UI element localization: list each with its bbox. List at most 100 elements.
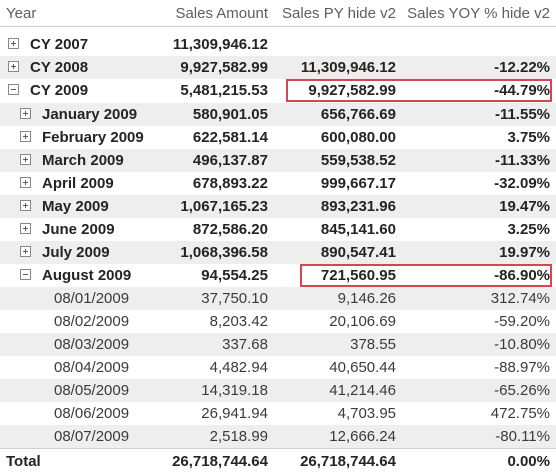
sales-py-cell: 378.55 xyxy=(350,336,396,353)
header-sales-py[interactable]: Sales PY hide v2 xyxy=(282,4,396,22)
sales-amount-cell: 94,554.25 xyxy=(201,267,268,284)
row-label: 08/02/2009 xyxy=(54,313,130,330)
sales-py-cell: 12,666.24 xyxy=(329,428,396,445)
sales-py-cell: 4,703.95 xyxy=(337,405,396,422)
sales-yoy-cell: 19.47% xyxy=(499,198,550,215)
row-label: 08/04/2009 xyxy=(54,359,130,376)
sales-amount-cell: 4,482.94 xyxy=(209,359,268,376)
table-row: CY 2007 11,309,946.12 xyxy=(0,33,556,56)
sales-yoy-cell: -32.09% xyxy=(494,175,550,192)
sales-yoy-cell: 312.74% xyxy=(490,290,550,307)
row-label: 08/05/2009 xyxy=(54,382,130,399)
table-row: April 2009 678,893.22 999,667.17 -32.09% xyxy=(0,172,556,195)
sales-py-cell: 845,141.60 xyxy=(320,221,396,238)
sales-amount-cell: 1,067,165.23 xyxy=(180,198,268,215)
row-label: July 2009 xyxy=(42,244,110,261)
sales-yoy-cell: 472.75% xyxy=(490,405,550,422)
expand-plus-icon[interactable] xyxy=(20,154,31,165)
sales-py-cell: 656,766.69 xyxy=(320,106,396,123)
table-row: 08/06/2009 26,941.94 4,703.95 472.75% xyxy=(0,402,556,425)
sales-py-cell: 600,080.00 xyxy=(320,129,396,146)
sales-amount-cell: 580,901.05 xyxy=(192,106,268,123)
row-label: 08/01/2009 xyxy=(54,290,130,307)
table-row: CY 2008 9,927,582.99 11,309,946.12 -12.2… xyxy=(0,56,556,79)
table-row: 08/02/2009 8,203.42 20,106.69 -59.20% xyxy=(0,310,556,333)
sales-yoy-cell: -59.20% xyxy=(494,313,550,330)
collapse-minus-icon[interactable] xyxy=(8,84,19,95)
table-row: June 2009 872,586.20 845,141.60 3.25% xyxy=(0,218,556,241)
sales-amount-cell: 37,750.10 xyxy=(201,290,268,307)
header-sales-yoy[interactable]: Sales YOY % hide v2 xyxy=(407,4,550,22)
total-sales-py: 26,718,744.64 xyxy=(300,452,396,470)
header-year[interactable]: Year xyxy=(6,4,37,22)
sales-yoy-cell: 3.25% xyxy=(507,221,550,238)
sales-amount-cell: 9,927,582.99 xyxy=(180,59,268,76)
expand-plus-icon[interactable] xyxy=(20,223,31,234)
row-label: January 2009 xyxy=(42,106,138,123)
table-row: May 2009 1,067,165.23 893,231.96 19.47% xyxy=(0,195,556,218)
expand-plus-icon[interactable] xyxy=(20,108,31,119)
row-label: February 2009 xyxy=(42,129,144,146)
row-label: 08/07/2009 xyxy=(54,428,130,445)
sales-amount-cell: 14,319.18 xyxy=(201,382,268,399)
sales-py-cell: 11,309,946.12 xyxy=(300,59,396,76)
sales-yoy-cell: 3.75% xyxy=(507,129,550,146)
sales-py-cell: 20,106.69 xyxy=(329,313,396,330)
sales-yoy-cell: -12.22% xyxy=(494,59,550,76)
sales-py-cell: 890,547.41 xyxy=(320,244,396,261)
total-sales-amount: 26,718,744.64 xyxy=(172,452,268,470)
sales-yoy-cell: 19.97% xyxy=(499,244,550,261)
row-label: March 2009 xyxy=(42,152,124,169)
total-sales-yoy: 0.00% xyxy=(507,452,550,470)
sales-amount-cell: 1,068,396.58 xyxy=(180,244,268,261)
table-row: January 2009 580,901.05 656,766.69 -11.5… xyxy=(0,103,556,126)
sales-amount-cell: 622,581.14 xyxy=(192,129,268,146)
expand-plus-icon[interactable] xyxy=(20,131,31,142)
sales-amount-cell: 2,518.99 xyxy=(209,428,268,445)
expand-plus-icon[interactable] xyxy=(20,200,31,211)
row-label: April 2009 xyxy=(42,175,114,192)
sales-amount-cell: 337.68 xyxy=(222,336,268,353)
sales-amount-cell: 8,203.42 xyxy=(209,313,268,330)
row-label: 08/03/2009 xyxy=(54,336,130,353)
sales-py-cell: 41,214.46 xyxy=(329,382,396,399)
table-row: 08/07/2009 2,518.99 12,666.24 -80.11% xyxy=(0,425,556,448)
row-label: CY 2008 xyxy=(30,59,89,76)
table-row: 08/03/2009 337.68 378.55 -10.80% xyxy=(0,333,556,356)
sales-py-cell: 40,650.44 xyxy=(329,359,396,376)
sales-amount-cell: 11,309,946.12 xyxy=(172,36,268,53)
row-label: CY 2009 xyxy=(30,82,89,99)
sales-py-cell: 9,927,582.99 xyxy=(308,82,396,99)
header-row: Year Sales Amount Sales PY hide v2 Sales… xyxy=(0,0,556,27)
header-sales-amount[interactable]: Sales Amount xyxy=(175,4,268,22)
sales-amount-cell: 26,941.94 xyxy=(201,405,268,422)
sales-yoy-cell: -10.80% xyxy=(494,336,550,353)
sales-py-cell: 893,231.96 xyxy=(320,198,396,215)
row-label: 08/06/2009 xyxy=(54,405,130,422)
sales-py-cell: 9,146.26 xyxy=(337,290,396,307)
sales-yoy-cell: -65.26% xyxy=(494,382,550,399)
table-row: 08/01/2009 37,750.10 9,146.26 312.74% xyxy=(0,287,556,310)
sales-yoy-cell: -80.11% xyxy=(495,428,550,445)
table-row: 08/04/2009 4,482.94 40,650.44 -88.97% xyxy=(0,356,556,379)
sales-py-cell: 559,538.52 xyxy=(320,152,396,169)
sales-py-cell: 999,667.17 xyxy=(320,175,396,192)
collapse-minus-icon[interactable] xyxy=(20,269,31,280)
expand-plus-icon[interactable] xyxy=(8,38,19,49)
expand-plus-icon[interactable] xyxy=(8,61,19,72)
table-row: March 2009 496,137.87 559,538.52 -11.33% xyxy=(0,149,556,172)
row-label: June 2009 xyxy=(42,221,115,238)
table-row: August 2009 94,554.25 721,560.95 -86.90% xyxy=(0,264,556,287)
table-row: February 2009 622,581.14 600,080.00 3.75… xyxy=(0,126,556,149)
sales-yoy-cell: -11.33% xyxy=(494,152,550,169)
sales-yoy-cell: -86.90% xyxy=(494,267,550,284)
table-row: CY 2009 5,481,215.53 9,927,582.99 -44.79… xyxy=(0,79,556,102)
sales-yoy-cell: -88.97% xyxy=(494,359,550,376)
expand-plus-icon[interactable] xyxy=(20,177,31,188)
row-label: August 2009 xyxy=(42,267,132,284)
sales-amount-cell: 496,137.87 xyxy=(192,152,268,169)
expand-plus-icon[interactable] xyxy=(20,246,31,257)
total-label: Total xyxy=(6,452,41,470)
sales-amount-cell: 678,893.22 xyxy=(192,175,268,192)
